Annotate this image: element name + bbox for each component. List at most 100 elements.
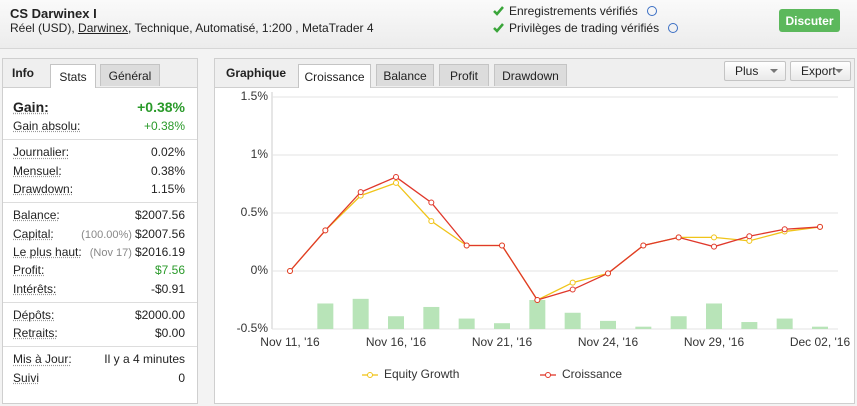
stat-value: $2007.56	[134, 226, 185, 241]
point	[463, 242, 470, 249]
stat-value-wrap: $2007.56	[135, 208, 185, 222]
stat-value-wrap: +0.38%	[137, 99, 185, 115]
dropdown[interactable]: Plus	[724, 61, 786, 81]
x-tick-label: Nov 24, '16	[578, 335, 639, 349]
discuss-button[interactable]: Discuter	[779, 9, 840, 32]
point	[569, 286, 576, 293]
stats-group: Gain: +0.38% Gain absolu: +0.38%	[3, 93, 197, 141]
point	[393, 174, 399, 181]
stats-row: Mensuel: 0.38%	[3, 162, 197, 180]
chart-panel: Graphique Croissance Balance Profit Draw…	[214, 58, 855, 404]
stats-list: Gain: +0.38% Gain absolu: +0.38% Journalier:…	[3, 93, 197, 391]
stat-label: Gain absolu:	[13, 119, 81, 134]
bar	[494, 323, 510, 329]
stat-value: 0.02%	[150, 145, 185, 160]
point	[357, 189, 364, 196]
stats-row: Intérêts: -$0.91	[3, 279, 197, 297]
point	[322, 227, 329, 234]
stat-label: Suivi	[13, 370, 40, 385]
stat-value: 0.38%	[150, 163, 185, 178]
point	[569, 279, 576, 286]
help-icon[interactable]	[668, 23, 679, 33]
point	[534, 297, 541, 303]
point	[746, 233, 753, 240]
stat-label: Dépôts:	[13, 307, 55, 322]
stat-label: Capital:	[13, 226, 54, 241]
legend-label: Croissance	[562, 367, 622, 381]
verification-text: Enregistrements vérifiés	[509, 4, 638, 18]
bar	[317, 303, 334, 329]
stat-value-wrap: 0.38%	[151, 164, 185, 178]
point	[428, 199, 435, 206]
stats-panel: Info Stats Général Gain: +0.38% Gain absol…	[2, 58, 198, 404]
stat-value-wrap: $7.56	[155, 263, 185, 277]
stat-label: Profit:	[13, 263, 45, 278]
bar	[812, 326, 828, 329]
x-tick-label: Nov 16, '16	[366, 335, 427, 349]
stats-row: Mis à Jour: Il y a 4 minutes	[3, 350, 197, 368]
check-icon	[493, 6, 504, 16]
stat-value: $2000.00	[134, 307, 185, 322]
bar	[352, 298, 369, 329]
tab[interactable]: Balance	[376, 64, 434, 86]
stats-row: Le plus haut: (Nov 17) $2016.19	[3, 243, 197, 261]
stats-row: Dépôts: $2000.00	[3, 306, 197, 324]
stats-row: Gain: +0.38%	[3, 96, 197, 117]
verification: Privilèges de trading vérifiés	[493, 21, 679, 35]
dropdown[interactable]: Export	[790, 61, 851, 81]
stat-label: Le plus haut:	[13, 244, 82, 259]
stat-value-wrap: 0	[178, 371, 185, 385]
bar	[776, 318, 793, 329]
series-line	[289, 182, 821, 301]
point	[781, 226, 788, 233]
x-tick-label: Nov 29, '16	[684, 335, 745, 349]
bar	[529, 300, 546, 329]
bar	[706, 303, 722, 329]
point	[428, 218, 435, 225]
stat-value-wrap: +0.38%	[144, 119, 185, 133]
stat-value: $0.00	[154, 326, 185, 341]
stat-value: 0	[178, 370, 185, 385]
stats-group: Balance: $2007.56 Capital: (100.00%) $2007.5…	[3, 203, 197, 303]
stat-note: (Nov 17)	[89, 246, 132, 259]
help-icon[interactable]	[646, 6, 657, 16]
stat-label: Gain:	[13, 98, 49, 115]
stat-value-wrap: 1.15%	[151, 182, 185, 196]
y-tick-label: 0.5%	[241, 205, 269, 219]
bar	[741, 322, 758, 329]
x-tick-label: Nov 11, '16	[260, 335, 320, 349]
tab[interactable]: Général	[100, 64, 160, 86]
stat-value-wrap: (100.00%) $2007.56	[81, 227, 185, 241]
point	[499, 242, 505, 249]
bar	[423, 306, 440, 329]
stats-row: Gain absolu: +0.38%	[3, 117, 197, 135]
stats-row: Suivi 0	[3, 369, 197, 387]
stat-value-wrap: Il y a 4 minutes	[104, 352, 185, 366]
stats-group: Dépôts: $2000.00 Retraits: $0.00	[3, 303, 197, 348]
point	[817, 223, 823, 230]
stat-value: $7.56	[154, 263, 185, 278]
panel-title: Graphique	[226, 66, 287, 80]
series-line	[289, 176, 821, 301]
bar	[458, 318, 475, 329]
legend-label: Equity Growth	[384, 367, 459, 381]
stats-row: Drawdown: 1.15%	[3, 180, 197, 198]
stat-value-wrap: $2000.00	[135, 308, 185, 322]
account-details: , Technique, Automatisé, 1:200 , MetaTra…	[128, 21, 374, 35]
broker-link[interactable]: Darwinex	[78, 21, 129, 35]
stat-value: +0.38%	[137, 98, 185, 115]
stat-note: (100.00%)	[81, 228, 132, 241]
stat-label: Mis à Jour:	[13, 352, 72, 367]
tab[interactable]: Drawdown	[494, 64, 567, 86]
stats-row: Journalier: 0.02%	[3, 143, 197, 161]
stats-row: Retraits: $0.00	[3, 324, 197, 342]
panel-title: Info	[12, 66, 34, 80]
bar	[600, 320, 616, 329]
header: CS Darwinex I Réel (USD), Darwinex, Tech…	[0, 0, 857, 49]
tab[interactable]: Profit	[439, 64, 489, 86]
tab[interactable]: Stats	[50, 64, 96, 88]
stat-label: Mensuel:	[13, 163, 62, 178]
tab[interactable]: Croissance	[298, 64, 371, 88]
stat-label: Balance:	[13, 208, 60, 223]
